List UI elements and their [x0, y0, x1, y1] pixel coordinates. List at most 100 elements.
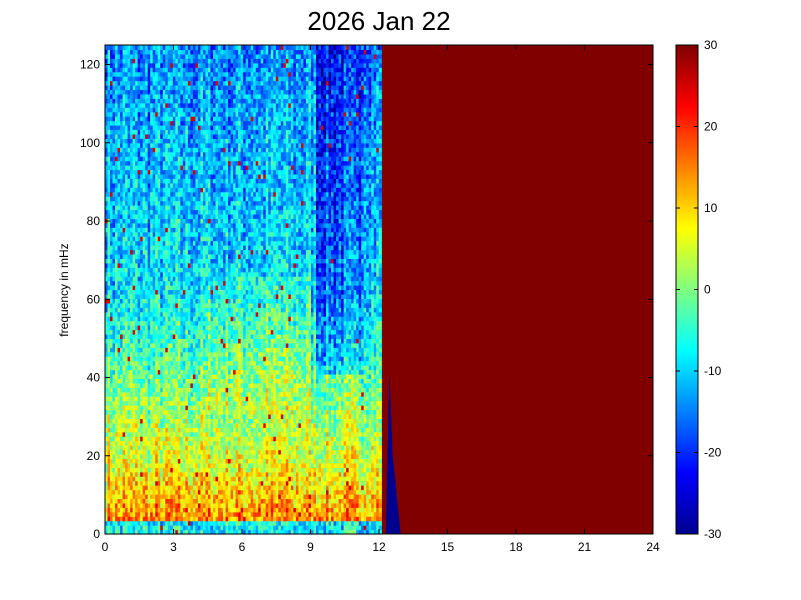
heatmap-cell — [127, 338, 131, 344]
heatmap-cell — [150, 209, 154, 215]
heatmap-cell — [207, 431, 212, 437]
heatmap-cell — [195, 289, 199, 295]
heatmap-cell — [152, 525, 156, 531]
heatmap-cell — [162, 458, 166, 464]
heatmap-cell — [132, 191, 136, 197]
heatmap-cell — [218, 440, 222, 446]
heatmap-cell — [112, 142, 116, 148]
heatmap-cell — [165, 147, 169, 153]
heatmap-cell — [155, 311, 159, 317]
heatmap-cell — [130, 45, 134, 51]
heatmap-cell — [135, 298, 139, 304]
heatmap-cell — [135, 205, 139, 211]
heatmap-cell — [210, 102, 214, 108]
heatmap-cell — [218, 365, 222, 371]
heatmap-cell — [195, 502, 199, 508]
heatmap-cell — [165, 338, 169, 344]
heatmap-cell — [105, 111, 109, 117]
heatmap-cell — [137, 98, 141, 104]
heatmap-cell — [130, 489, 134, 495]
heatmap-cell — [218, 458, 222, 464]
heatmap-cell — [150, 529, 154, 535]
heatmap-cell — [167, 120, 171, 126]
heatmap-cell — [137, 80, 141, 86]
heatmap-cell — [152, 125, 156, 131]
heatmap-cell — [200, 400, 204, 406]
heatmap-cell — [172, 258, 176, 264]
heatmap-cell — [117, 133, 121, 139]
heatmap-cell — [170, 360, 174, 366]
heatmap-cell — [180, 107, 184, 113]
heatmap-cell — [125, 138, 129, 144]
heatmap-cell — [170, 369, 174, 375]
heatmap-cell — [152, 182, 156, 188]
heatmap-cell — [195, 80, 199, 86]
heatmap-cell — [175, 311, 179, 317]
heatmap-cell — [105, 196, 109, 202]
heatmap-cell — [147, 365, 151, 371]
heatmap-cell — [120, 436, 124, 442]
heatmap-cell — [187, 80, 191, 86]
heatmap-cell — [172, 160, 176, 166]
heatmap-cell — [152, 271, 156, 277]
heatmap-cell — [150, 387, 154, 393]
heatmap-cell — [122, 253, 126, 259]
heatmap-cell — [145, 373, 149, 380]
heatmap-cell — [147, 342, 151, 348]
heatmap-cell — [177, 93, 181, 99]
heatmap-cell — [140, 347, 144, 353]
heatmap-cell — [210, 285, 214, 291]
heatmap-cell — [175, 45, 179, 51]
heatmap-cell — [152, 320, 156, 326]
heatmap-cell — [207, 80, 212, 86]
heatmap-cell — [160, 413, 164, 420]
heatmap-cell — [135, 471, 139, 477]
heatmap-cell — [117, 89, 121, 95]
heatmap-cell — [105, 71, 109, 77]
heatmap-cell — [135, 267, 139, 273]
heatmap-cell — [185, 400, 189, 406]
heatmap-cell — [187, 213, 191, 219]
heatmap-cell — [177, 173, 181, 179]
heatmap-cell — [200, 240, 204, 246]
heatmap-cell — [105, 289, 109, 295]
heatmap-cell — [200, 125, 204, 131]
heatmap-cell — [210, 333, 214, 339]
heatmap-cell — [150, 240, 154, 246]
heatmap-cell — [140, 405, 144, 411]
heatmap-cell — [122, 93, 126, 99]
heatmap-cell — [167, 493, 171, 500]
heatmap-cell — [218, 445, 222, 451]
heatmap-cell — [200, 445, 204, 451]
heatmap-cell — [165, 160, 169, 166]
heatmap-cell — [155, 62, 159, 68]
heatmap-cell — [218, 476, 222, 482]
heatmap-cell — [135, 502, 139, 508]
heatmap-cell — [187, 489, 191, 495]
heatmap-cell — [207, 436, 212, 442]
heatmap-cell — [172, 116, 176, 122]
heatmap-cell — [213, 311, 217, 317]
heatmap-cell — [130, 85, 134, 91]
heatmap-cell — [115, 129, 119, 135]
heatmap-cell — [167, 133, 171, 139]
heatmap-cell — [117, 369, 121, 375]
heatmap-cell — [122, 529, 126, 535]
heatmap-cell — [122, 453, 126, 460]
heatmap-cell — [213, 418, 217, 424]
heatmap-cell — [187, 280, 191, 286]
heatmap-cell — [130, 240, 134, 246]
heatmap-cell — [195, 298, 199, 304]
heatmap-cell — [162, 347, 166, 353]
heatmap-cell — [170, 471, 174, 477]
heatmap-cell — [200, 45, 204, 51]
heatmap-cell — [187, 293, 191, 299]
heatmap-cell — [172, 276, 176, 282]
heatmap-cell — [195, 165, 199, 171]
heatmap-cell — [190, 302, 194, 308]
heatmap-cell — [185, 147, 189, 153]
heatmap-cell — [172, 98, 176, 104]
heatmap-cell — [140, 85, 144, 91]
heatmap-cell — [142, 307, 146, 313]
heatmap-cell — [122, 396, 126, 402]
